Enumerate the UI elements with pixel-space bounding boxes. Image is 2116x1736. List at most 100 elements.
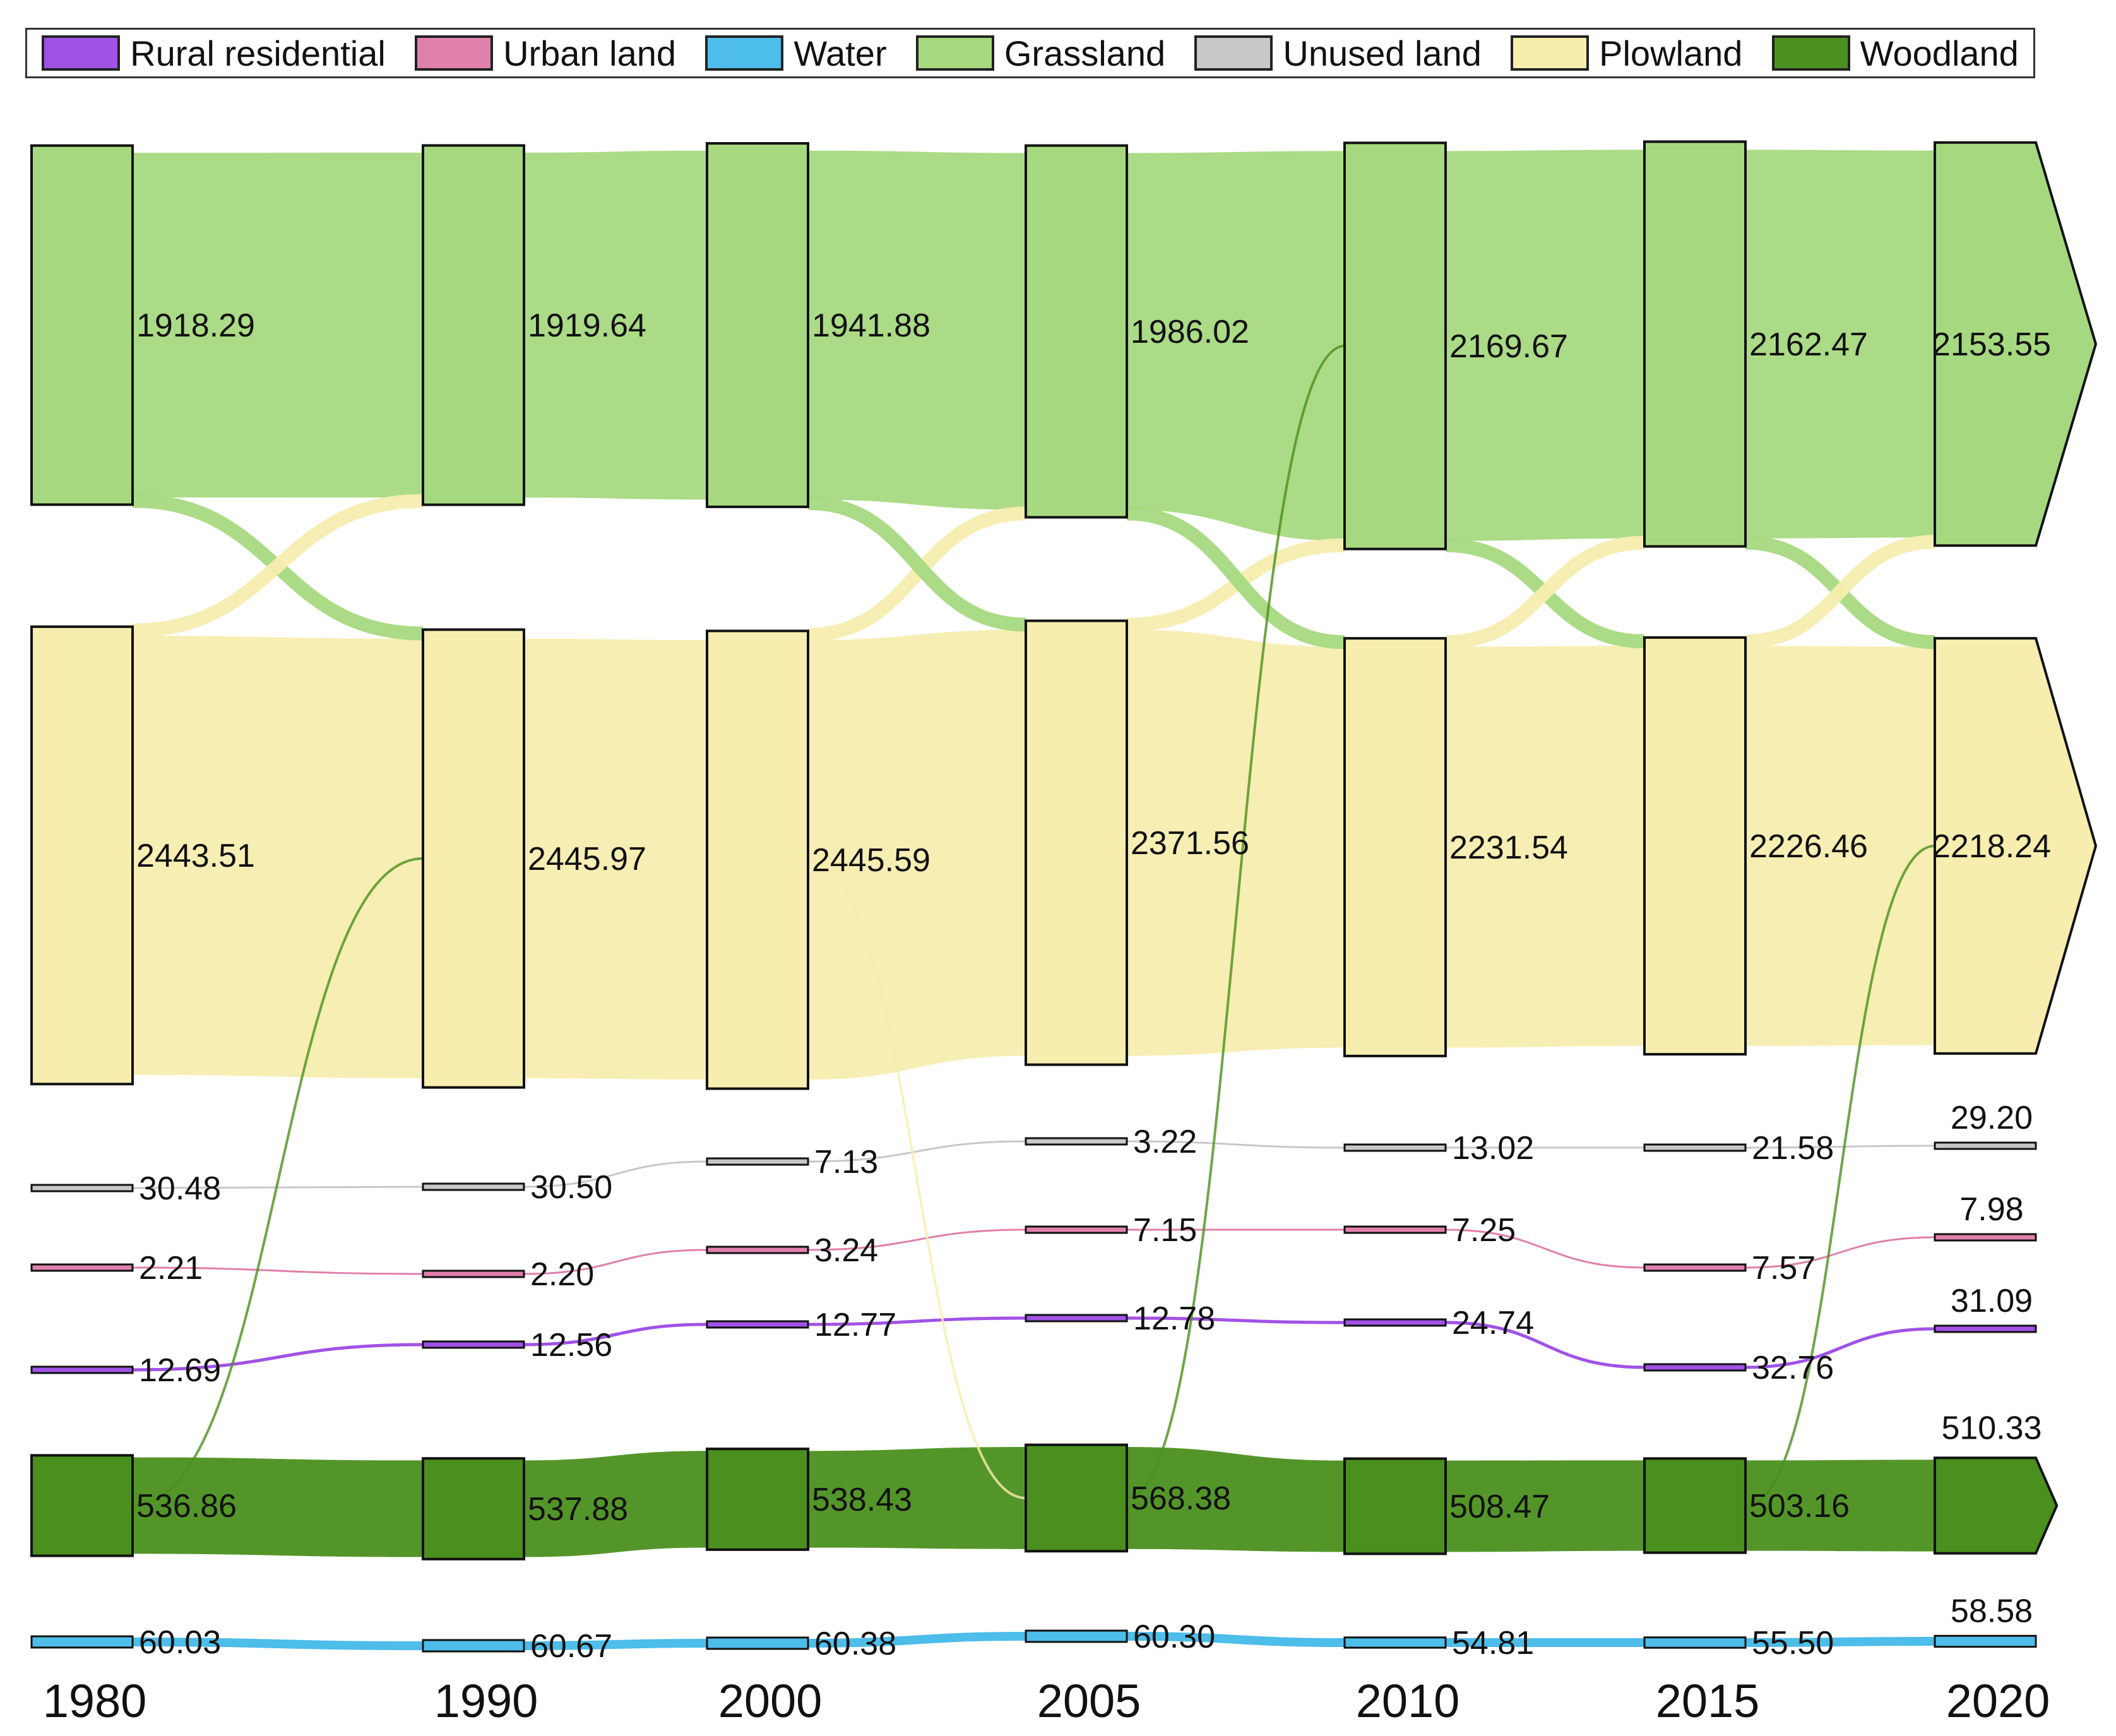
node-rural-1990	[422, 1340, 525, 1349]
flow-plowland-2010-2015	[1446, 646, 1644, 1048]
value-label-plowland-1990: 2445.97	[528, 841, 646, 877]
legend-label-water: Water	[793, 33, 887, 73]
value-label-water-2015: 55.50	[1752, 1625, 1834, 1662]
node-water-2015	[1643, 1636, 1747, 1649]
node-water-1990	[422, 1639, 525, 1653]
flow-unused-1990-2000	[523, 1160, 708, 1188]
node-water-2000	[706, 1636, 809, 1650]
value-label-woodland-1980: 536.86	[136, 1488, 237, 1525]
node-grassland-2020	[1934, 141, 2098, 547]
node-woodland-2010	[1343, 1457, 1447, 1555]
node-urban-2005	[1025, 1225, 1128, 1234]
value-label-grassland-2005: 1986.02	[1131, 314, 1249, 350]
node-plowland-2020	[1934, 637, 2098, 1055]
cross-flow-woodland-to-plowland-2015	[1745, 845, 1935, 1507]
legend-label-unused: Unused land	[1283, 33, 1482, 73]
node-grassland-2000	[706, 142, 809, 508]
legend-label-woodland: Woodland	[1860, 33, 2019, 73]
flow-rural-2005-2010	[1126, 1316, 1345, 1324]
flow-water-2005-2010	[1126, 1632, 1345, 1647]
flow-grassland-1980-1990	[133, 152, 423, 498]
value-label-rural-1980: 12.69	[139, 1352, 221, 1389]
flow-urban-1990-2000	[523, 1249, 708, 1275]
flow-rural-2015-2020	[1745, 1327, 1935, 1369]
value-label-unused-2020: 29.20	[1951, 1100, 2033, 1136]
flow-woodland-1990-2000	[524, 1451, 707, 1557]
node-unused-2005	[1025, 1137, 1128, 1146]
flow-woodland-2005-2010	[1127, 1447, 1345, 1552]
legend-swatch-grassland	[915, 35, 994, 71]
value-label-unused-2005: 3.22	[1133, 1124, 1197, 1160]
node-urban-1980	[30, 1263, 134, 1272]
flow-urban-2000-2005	[807, 1228, 1026, 1251]
node-woodland-2020	[1934, 1456, 2059, 1555]
value-label-rural-2010: 24.74	[1452, 1305, 1534, 1341]
legend-label-urban: Urban land	[503, 33, 677, 73]
node-woodland-2015	[1643, 1457, 1747, 1554]
value-label-urban-2010: 7.25	[1452, 1212, 1516, 1249]
legend-swatch-water	[705, 35, 784, 71]
node-grassland-1980	[30, 144, 134, 506]
flow-rural-1980-1990	[132, 1343, 424, 1372]
flow-woodland-2000-2005	[808, 1447, 1026, 1549]
flow-urban-2015-2020	[1745, 1236, 1935, 1269]
flow-plowland-2005-2010	[1127, 629, 1345, 1056]
flow-rural-1990-2000	[523, 1323, 708, 1347]
legend-swatch-rural	[42, 35, 121, 71]
value-label-grassland-2020: 2153.55	[1932, 326, 2051, 363]
cross-flow-plowland-to-grassland-2015	[1745, 535, 1935, 648]
legend-item-plowland: Plowland	[1511, 33, 1742, 74]
cross-flow-layer	[132, 345, 1935, 1507]
node-rural-2005	[1025, 1314, 1128, 1323]
cross-flow-plowland-to-grassland-1980	[132, 494, 424, 638]
flow-grassland-2000-2005	[808, 150, 1026, 510]
legend-item-grassland: Grassland	[915, 33, 1165, 74]
node-unused-1980	[30, 1184, 134, 1192]
node-grassland-2005	[1025, 144, 1128, 519]
value-label-woodland-2005: 568.38	[1131, 1480, 1231, 1517]
flow-grassland-2005-2010	[1127, 151, 1345, 541]
node-plowland-2000	[706, 629, 809, 1090]
node-plowland-2015	[1643, 636, 1747, 1056]
value-label-water-1980: 60.03	[139, 1624, 221, 1661]
node-urban-1990	[422, 1269, 525, 1278]
node-woodland-1990	[422, 1457, 525, 1561]
flow-water-1980-1990	[132, 1638, 424, 1650]
legend-label-rural: Rural residential	[130, 33, 386, 73]
legend-item-unused: Unused land	[1194, 33, 1482, 74]
node-plowland-2005	[1025, 619, 1128, 1066]
value-label-water-2000: 60.38	[814, 1626, 896, 1662]
value-label-woodland-2020: 510.33	[1941, 1410, 2042, 1446]
flow-rural-2010-2015	[1445, 1321, 1645, 1369]
value-label-water-2020: 58.58	[1951, 1593, 2033, 1629]
value-label-plowland-2000: 2445.59	[812, 842, 930, 879]
value-label-grassland-1980: 1918.29	[136, 307, 255, 344]
node-rural-2010	[1343, 1318, 1447, 1327]
node-plowland-1980	[30, 625, 134, 1086]
value-label-urban-2020: 7.98	[1959, 1191, 2023, 1228]
node-unused-2015	[1643, 1143, 1747, 1152]
value-label-unused-2000: 7.13	[814, 1144, 878, 1180]
node-woodland-2000	[706, 1448, 809, 1551]
value-label-urban-2015: 7.57	[1752, 1250, 1816, 1287]
node-woodland-1980	[30, 1454, 134, 1557]
node-woodland-2005	[1025, 1443, 1128, 1553]
node-unused-2000	[706, 1157, 809, 1166]
flow-plowland-1980-1990	[133, 636, 423, 1079]
legend-swatch-plowland	[1511, 35, 1590, 71]
cross-flow-plowland-to-grassland-2010	[1445, 535, 1645, 650]
value-label-unused-2015: 21.58	[1752, 1130, 1834, 1167]
node-unused-2010	[1343, 1143, 1447, 1152]
flow-woodland-2015-2020	[1745, 1460, 1935, 1552]
value-label-rural-2015: 32.76	[1752, 1350, 1834, 1386]
flow-grassland-2010-2015	[1446, 150, 1644, 541]
year-label-2015: 2015	[1656, 1675, 1760, 1727]
node-water-1980	[30, 1635, 134, 1649]
node-grassland-1990	[422, 144, 525, 506]
cross-flow-grassland-to-plowland-2005	[1126, 506, 1345, 650]
value-label-grassland-2015: 2162.47	[1749, 326, 1868, 363]
node-plowland-2010	[1343, 637, 1447, 1057]
cross-flow-plowland-to-woodland-2000	[807, 859, 1026, 1499]
value-label-rural-2020: 31.09	[1951, 1283, 2033, 1319]
value-label-layer: 1918.29 1919.64 1941.88 1986.02 2169.67 2162.…	[136, 307, 2051, 1665]
